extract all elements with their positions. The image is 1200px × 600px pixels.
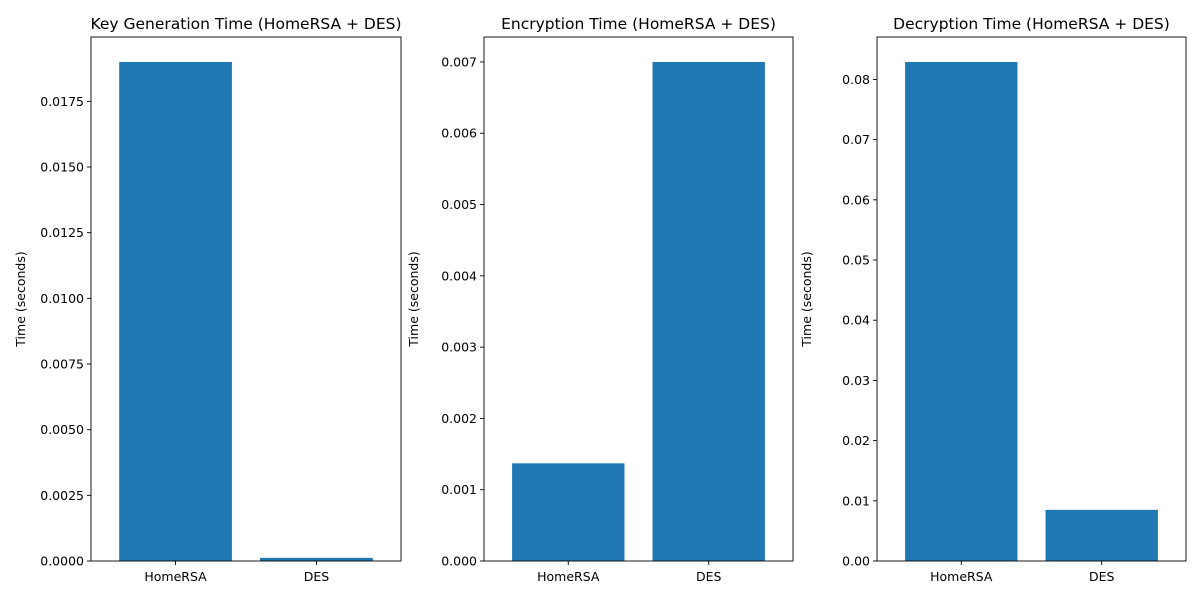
plot-frame <box>90 36 402 562</box>
x-tick-label: DES <box>1089 569 1115 584</box>
y-tick-label: 0.0000 <box>40 554 84 569</box>
bar <box>652 61 765 561</box>
y-tick-label: 0.0125 <box>40 225 84 240</box>
y-tick-label: 0.0175 <box>40 94 84 109</box>
y-tick-label: 0.002 <box>441 411 477 426</box>
bar <box>1045 509 1158 561</box>
y-tick-label: 0.005 <box>441 197 477 212</box>
x-tick-label: DES <box>304 569 330 584</box>
y-tick-label: 0.0050 <box>40 422 84 437</box>
y-tick-label: 0.001 <box>441 482 477 497</box>
x-tick-label: HomeRSA <box>930 569 993 584</box>
x-tick-label: HomeRSA <box>144 569 207 584</box>
y-tick-label: 0.07 <box>842 132 870 147</box>
y-tick-label: 0.000 <box>441 554 477 569</box>
chart-title: Decryption Time (HomeRSA + DES) <box>893 15 1170 33</box>
bar <box>119 61 232 561</box>
y-tick-label: 0.0150 <box>40 160 84 175</box>
y-axis-label: Time (seconds) <box>799 251 814 347</box>
y-axis-label: Time (seconds) <box>13 251 28 347</box>
x-tick-label: HomeRSA <box>537 569 600 584</box>
y-tick-label: 0.0025 <box>40 488 84 503</box>
chart-title: Encryption Time (HomeRSA + DES) <box>501 15 776 33</box>
y-tick-label: 0.006 <box>441 126 477 141</box>
y-tick-label: 0.0075 <box>40 357 84 372</box>
y-tick-label: 0.08 <box>842 72 870 87</box>
y-tick-label: 0.0100 <box>40 291 84 306</box>
chart-title: Key Generation Time (HomeRSA + DES) <box>90 15 401 33</box>
plot-frame <box>876 36 1187 562</box>
chart-panel-3: 0.00 0.01 0.02 0.03 0.04 0.05 0.06 0.07 0.08 Home… <box>799 15 1187 584</box>
y-tick-label: 0.04 <box>842 313 870 328</box>
bar <box>905 61 1018 561</box>
y-tick-label: 0.05 <box>842 253 870 268</box>
y-axis-label: Time (seconds) <box>406 251 421 347</box>
y-tick-label: 0.003 <box>441 340 477 355</box>
plot-frame <box>483 36 794 562</box>
bar <box>512 463 625 561</box>
x-tick-label: DES <box>696 569 722 584</box>
y-tick-label: 0.06 <box>842 192 870 207</box>
y-tick-label: 0.03 <box>842 373 870 388</box>
y-tick-label: 0.02 <box>842 433 870 448</box>
y-tick-label: 0.00 <box>842 554 870 569</box>
y-tick-label: 0.004 <box>441 268 477 283</box>
y-tick-label: 0.007 <box>441 54 477 69</box>
chart-panel-2: 0.000 0.001 0.002 0.003 0.004 0.005 0.006 0.007… <box>406 15 794 584</box>
chart-panel-1: 0.0000 0.0025 0.0050 0.0075 0.0100 0.0125 0.01… <box>13 15 402 584</box>
bar <box>260 557 373 561</box>
y-tick-label: 0.01 <box>842 493 870 508</box>
